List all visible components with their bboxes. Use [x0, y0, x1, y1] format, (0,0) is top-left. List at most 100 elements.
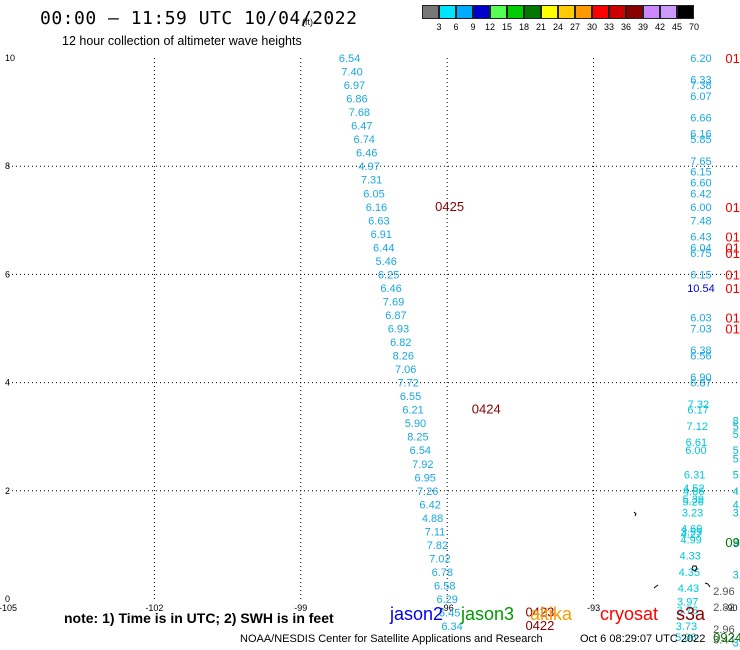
wave-height-value: 3.44 [713, 635, 734, 647]
wave-height-value: 6.78 [432, 567, 453, 579]
scale-label: 36 [620, 22, 631, 32]
wave-height-value: 6.60 [690, 177, 711, 189]
wave-height-value: 3.76 [677, 605, 698, 617]
wave-height-value: 6.55 [400, 391, 421, 403]
wave-height-value: 8.25 [407, 432, 428, 444]
wave-height-value: 7.65 [690, 156, 711, 168]
wave-height-value: 4.43 [678, 583, 699, 595]
wave-height-value: 6.93 [388, 324, 409, 336]
scale-label: 6 [453, 22, 459, 32]
wave-height-value: 6.33 [690, 75, 711, 87]
scale-label: 45 [671, 22, 682, 32]
wave-height-value: 6.87 [385, 310, 406, 322]
wave-height-value: 6.03 [690, 313, 711, 325]
wave-height-value: 6.87 [690, 378, 711, 390]
coastline [633, 511, 711, 589]
wave-height-value: 3.23 [682, 507, 703, 519]
wave-height-value: 10.54 [687, 283, 715, 295]
scale-label: 21 [535, 22, 546, 32]
wave-height-value: 5.6 [733, 421, 740, 433]
legend-sat-cryosat: cryosat [600, 604, 659, 624]
footer-credit: NOAA/NESDIS Center for Satellite Applica… [240, 633, 543, 645]
wave-height-value: 6.21 [402, 405, 423, 417]
color-scale-unit: (ft) [302, 17, 313, 27]
wave-height-value: 7.38 [690, 80, 711, 92]
y-tick-label: 10 [5, 53, 15, 63]
wave-height-value: 7.48 [690, 215, 711, 227]
wave-height-value: 6.15 [690, 167, 711, 179]
y-tick-label: 4 [5, 378, 10, 388]
legend-note: note: 1) Time is in UTC; 2) SWH is in fe… [64, 610, 334, 626]
track-time-label: 01 [725, 281, 739, 296]
wave-height-value: 5.96 [733, 453, 740, 465]
wave-height-value: 6.16 [690, 129, 711, 141]
wave-height-value: 6.74 [354, 134, 375, 146]
track-time-label: 0425 [435, 199, 464, 214]
wave-height-value: 6.34 [441, 621, 462, 633]
x-tick-label: -105 [0, 603, 17, 613]
x-tick-label: -90 [724, 603, 737, 613]
wave-height-value: 2.96 [713, 624, 734, 636]
wave-height-value: 6.29 [436, 594, 457, 606]
x-tick-label: -99 [294, 603, 307, 613]
wave-height-value: 5.26 [682, 497, 703, 509]
scale-swatch-18 [507, 5, 524, 19]
wave-height-value: 3.88 [733, 537, 740, 549]
footer-timestamp: Oct 6 08:29:07 UTC 2022 [580, 633, 706, 645]
scale-label: 33 [603, 22, 614, 32]
scale-label: 3 [436, 22, 442, 32]
scale-swatch-30 [575, 5, 592, 19]
wave-height-value: 6.46 [380, 283, 401, 295]
scale-label: 12 [484, 22, 495, 32]
y-tick-label: 6 [5, 269, 10, 279]
scale-swatch-42 [643, 5, 660, 19]
wave-height-value: 7.03 [690, 324, 711, 336]
wave-height-value: 6.25 [378, 269, 399, 281]
wave-height-value: 6.17 [687, 405, 708, 417]
x-tick-label: -102 [145, 603, 163, 613]
scale-label: 39 [637, 22, 648, 32]
legend-sat-s3a: s3a [676, 604, 706, 624]
wave-height-value: 6.91 [371, 229, 392, 241]
scale-label: 70 [688, 22, 699, 32]
scale-swatch-36 [609, 5, 626, 19]
wave-height-value: 6.43 [690, 232, 711, 244]
wave-height-value: 6.00 [690, 202, 711, 214]
track-time-label: 09 [725, 535, 739, 550]
wave-height-value: 6.45 [439, 608, 460, 620]
wave-height-value: 7.31 [361, 175, 382, 187]
scale-swatch-21 [524, 5, 541, 19]
wave-height-value: 6.97 [344, 80, 365, 92]
wave-height-value: 6.00 [685, 445, 706, 457]
wave-height-value: 3.88 [733, 507, 740, 519]
wave-height-value: 6.54 [410, 445, 431, 457]
scale-swatch-45 [660, 5, 677, 19]
wave-height-value: 6.44 [373, 242, 394, 254]
wave-height-value: 3.73 [676, 621, 697, 633]
scale-label: 18 [518, 22, 529, 32]
scale-swatch-27 [558, 5, 575, 19]
wave-height-value: 4.16 [733, 499, 740, 511]
wave-height-value: 6.95 [415, 472, 436, 484]
wave-height-value: 4.27 [681, 529, 702, 541]
scale-label: 15 [501, 22, 512, 32]
wave-height-value: 7.12 [687, 421, 708, 433]
scale-swatch-39 [626, 5, 643, 19]
wave-height-value: 7.32 [688, 399, 709, 411]
wave-height-value: 6.61 [686, 437, 707, 449]
track-time-label: 0155 [725, 51, 740, 66]
wave-height-value: 6.20 [690, 53, 711, 65]
wave-height-value: 6.15 [690, 269, 711, 281]
track-time-label: 01 [725, 322, 739, 337]
wave-height-value: 7.02 [429, 553, 450, 565]
y-tick-label: 8 [5, 161, 10, 171]
wave-height-value: 6.16 [366, 202, 387, 214]
wave-height-value: 7.72 [397, 378, 418, 390]
wave-height-value: 4.99 [680, 534, 701, 546]
wave-height-value: 4.33 [733, 486, 740, 498]
legend-sat-jason3: jason3 [461, 604, 515, 624]
track-time-label: 0924 [713, 630, 740, 645]
wave-height-value: 5.39 [683, 494, 704, 506]
wave-height-value: 6.31 [684, 470, 705, 482]
